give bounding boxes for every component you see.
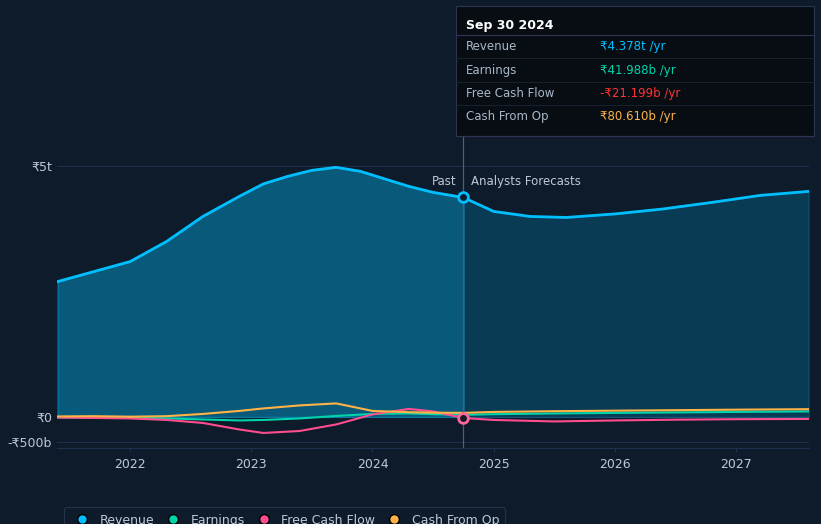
Text: Past: Past <box>432 175 456 188</box>
Text: Analysts Forecasts: Analysts Forecasts <box>470 175 580 188</box>
Text: Cash From Op: Cash From Op <box>466 110 548 123</box>
Text: ₹80.610b /yr: ₹80.610b /yr <box>600 110 676 123</box>
Text: Sep 30 2024: Sep 30 2024 <box>466 19 554 32</box>
Text: ₹4.378t /yr: ₹4.378t /yr <box>600 40 666 53</box>
Legend: Revenue, Earnings, Free Cash Flow, Cash From Op: Revenue, Earnings, Free Cash Flow, Cash … <box>64 507 506 524</box>
Text: Revenue: Revenue <box>466 40 518 53</box>
Text: Earnings: Earnings <box>466 63 518 77</box>
Text: Free Cash Flow: Free Cash Flow <box>466 87 555 100</box>
Text: ₹41.988b /yr: ₹41.988b /yr <box>600 63 676 77</box>
Text: -₹21.199b /yr: -₹21.199b /yr <box>600 87 681 100</box>
